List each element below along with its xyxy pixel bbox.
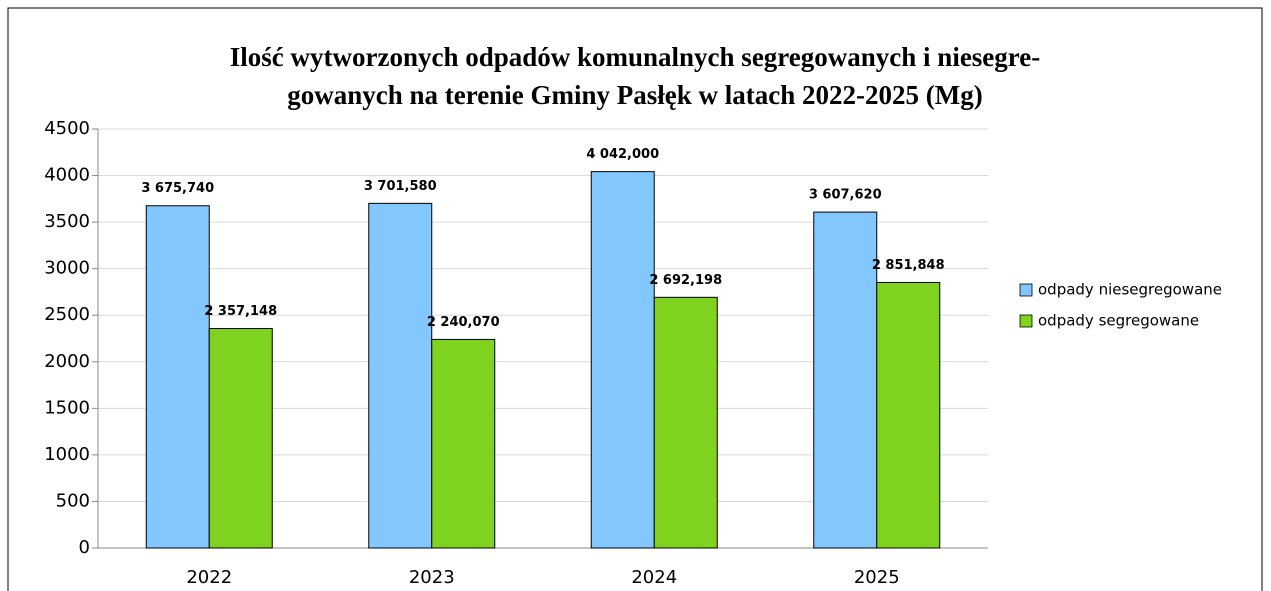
x-tick-label: 2024: [631, 567, 677, 588]
x-tick-label: 2025: [854, 567, 900, 588]
frame: [7, 7, 1263, 591]
chart-title: gowanych na terenie Gminy Pasłęk w latac…: [287, 80, 982, 110]
y-tick-label: 3000: [44, 258, 90, 279]
data-label: 3 675,740: [141, 181, 214, 196]
bar: [145, 205, 210, 549]
data-label: 2 851,848: [872, 258, 945, 273]
y-tick-label: 500: [56, 490, 90, 511]
y-tick-label: 4500: [44, 118, 90, 139]
chart-title: Ilość wytworzonych odpadów komunalnych s…: [230, 42, 1041, 72]
y-tick-label: 1000: [44, 444, 90, 465]
x-tick-label: 2023: [409, 567, 455, 588]
y-tick-label: 2000: [44, 351, 90, 372]
legend-label: odpady niesegregowane: [1038, 281, 1222, 299]
y-tick-label: 2500: [44, 304, 90, 325]
bar: [813, 211, 878, 549]
y-tick-label: 1500: [44, 397, 90, 418]
data-label: 2 240,070: [427, 315, 500, 330]
legend-swatch: [1019, 314, 1033, 328]
data-label: 3 607,620: [809, 188, 882, 203]
y-tick-label: 4000: [44, 165, 90, 186]
bar: [876, 281, 941, 549]
data-label: 2 357,148: [204, 304, 277, 319]
legend-swatch: [1019, 283, 1033, 297]
bar: [208, 328, 273, 549]
data-label: 3 701,580: [364, 179, 437, 194]
data-label: 4 042,000: [586, 147, 659, 162]
bar: [431, 338, 496, 549]
legend-label: odpady segregowane: [1038, 312, 1199, 330]
x-tick-label: 2022: [186, 567, 232, 588]
bar: [368, 202, 433, 549]
bar: [590, 171, 655, 549]
bar: [653, 296, 718, 549]
y-tick-label: 3500: [44, 211, 90, 232]
data-label: 2 692,198: [649, 273, 722, 288]
y-tick-label: 0: [79, 537, 90, 558]
